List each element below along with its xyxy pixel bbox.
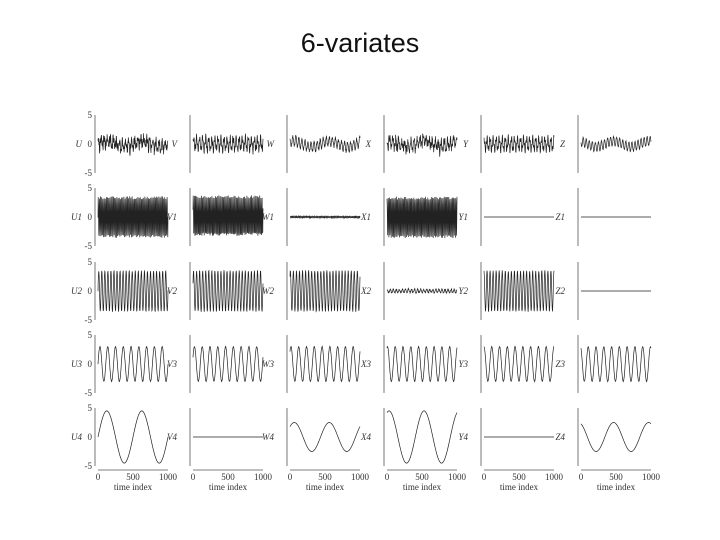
series-line xyxy=(483,270,555,313)
panel-label: Y xyxy=(463,139,469,149)
panel-label: X3 xyxy=(360,359,371,369)
series-line xyxy=(97,196,169,238)
series-line xyxy=(580,345,652,383)
panel-label: Z xyxy=(560,139,566,149)
series-line xyxy=(386,196,458,239)
x-tick-label: 1000 xyxy=(448,472,467,482)
series-line xyxy=(192,269,264,313)
series-line xyxy=(192,195,264,236)
x-tick-label: 0 xyxy=(579,472,584,482)
panel-label: Y4 xyxy=(458,432,468,442)
series-line xyxy=(483,134,555,154)
y-tick-label: -5 xyxy=(85,241,93,251)
panel-label: X4 xyxy=(360,432,371,442)
panel-label: W xyxy=(267,139,276,149)
panel-label: V3 xyxy=(167,359,177,369)
y-tick-label: 0 xyxy=(88,139,93,149)
series-line xyxy=(192,133,264,155)
series-line xyxy=(289,134,361,153)
panel-label: U1 xyxy=(71,212,82,222)
y-tick-label: 0 xyxy=(88,432,93,442)
series-line xyxy=(97,269,169,313)
panel-label: U xyxy=(76,139,83,149)
x-tick-label: 500 xyxy=(221,472,235,482)
series-line xyxy=(386,410,458,464)
series-line xyxy=(386,345,458,383)
x-axis-label: time index xyxy=(500,482,539,492)
y-tick-label: 0 xyxy=(88,212,93,222)
y-tick-label: 5 xyxy=(88,257,93,267)
x-axis-label: time index xyxy=(209,482,248,492)
series-line xyxy=(483,345,555,383)
y-tick-label: 5 xyxy=(88,110,93,120)
series-line xyxy=(289,422,361,452)
x-tick-label: 1000 xyxy=(642,472,661,482)
panel-label: U4 xyxy=(71,432,82,442)
series-line xyxy=(289,345,361,383)
y-tick-label: 0 xyxy=(88,286,93,296)
series-line xyxy=(97,410,169,464)
series-line xyxy=(289,214,361,220)
panel-label: X2 xyxy=(360,286,371,296)
series-line xyxy=(97,345,169,383)
x-tick-label: 1000 xyxy=(254,472,273,482)
panel-label: V4 xyxy=(167,432,177,442)
panel-label: Y1 xyxy=(458,212,468,222)
panel-label: Z3 xyxy=(555,359,565,369)
x-tick-label: 500 xyxy=(415,472,429,482)
panel-label: X xyxy=(365,139,372,149)
panel-label: V xyxy=(172,139,179,149)
panel-label: W3 xyxy=(262,359,274,369)
x-tick-label: 500 xyxy=(609,472,623,482)
series-line xyxy=(289,270,361,313)
y-tick-label: 0 xyxy=(88,359,93,369)
series-line xyxy=(386,287,458,295)
x-tick-label: 1000 xyxy=(545,472,564,482)
panel-label: U3 xyxy=(71,359,82,369)
x-axis-label: time index xyxy=(306,482,345,492)
panel-label: W4 xyxy=(262,432,274,442)
x-tick-label: 0 xyxy=(191,472,196,482)
x-tick-label: 500 xyxy=(318,472,332,482)
x-axis-label: time index xyxy=(597,482,636,492)
x-tick-label: 1000 xyxy=(159,472,178,482)
panel-label: Y3 xyxy=(458,359,468,369)
y-tick-label: -5 xyxy=(85,388,93,398)
y-tick-label: -5 xyxy=(85,315,93,325)
x-tick-label: 0 xyxy=(482,472,487,482)
panel-label: Z4 xyxy=(555,432,565,442)
slide-title: 6-variates xyxy=(300,28,420,58)
panel-label: Z1 xyxy=(555,212,565,222)
y-tick-label: -5 xyxy=(85,168,93,178)
panel-label: V1 xyxy=(167,212,177,222)
x-tick-label: 1000 xyxy=(351,472,370,482)
panel-label: W1 xyxy=(262,212,274,222)
panel-label: V2 xyxy=(167,286,177,296)
y-tick-label: 5 xyxy=(88,403,93,413)
panel-label: Z2 xyxy=(555,286,565,296)
x-tick-label: 0 xyxy=(288,472,293,482)
panel-label: U2 xyxy=(71,286,82,296)
x-axis-label: time index xyxy=(403,482,442,492)
x-tick-label: 0 xyxy=(385,472,390,482)
x-axis-label: time index xyxy=(114,482,153,492)
y-tick-label: -5 xyxy=(85,461,93,471)
y-tick-label: 5 xyxy=(88,330,93,340)
panel-label: W2 xyxy=(262,286,274,296)
series-line xyxy=(580,422,652,452)
series-line xyxy=(97,133,169,156)
x-tick-label: 500 xyxy=(512,472,526,482)
x-tick-label: 0 xyxy=(96,472,101,482)
panel-label: X1 xyxy=(360,212,371,222)
x-tick-label: 500 xyxy=(126,472,140,482)
panel-label: Y2 xyxy=(458,286,468,296)
series-line xyxy=(386,133,458,157)
series-line xyxy=(580,135,652,153)
series-line xyxy=(192,345,264,383)
y-tick-label: 5 xyxy=(88,183,93,193)
